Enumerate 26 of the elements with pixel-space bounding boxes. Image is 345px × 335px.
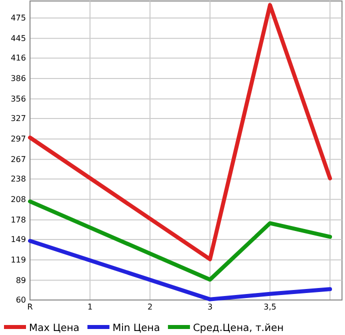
y-tick-label: 60 [16,296,26,305]
y-tick-label: 475 [10,14,26,23]
x-tick-label: 3 [207,302,213,312]
y-tick-label: 297 [10,134,26,144]
x-tick-label: 1 [87,302,93,312]
y-tick-label: 356 [10,94,26,104]
y-tick-label: 445 [10,34,26,43]
x-tick-label: R [27,302,34,312]
line-series [28,3,332,262]
legend-label: Сред.Цена, т.йен [192,323,284,334]
y-tick-label: 267 [10,154,26,164]
y-tick-label: 178 [10,215,26,224]
legend-label: Max Цена [29,323,80,334]
y-tick-label: 386 [10,74,26,84]
y-tick-label: 89 [16,276,26,285]
x-tick-label: 2 [147,302,153,312]
line-series [28,238,332,302]
y-tick-label: 327 [10,114,26,124]
y-tick-label: 238 [10,174,26,184]
y-tick-label: 149 [10,235,26,244]
x-tick-label: 3,5 [264,302,276,312]
y-tick-label: 208 [10,194,26,204]
legend-label: Min Цена [112,323,160,334]
line-series [28,199,332,282]
y-tick-label: 416 [10,54,26,63]
y-tick-label: 119 [10,255,26,264]
